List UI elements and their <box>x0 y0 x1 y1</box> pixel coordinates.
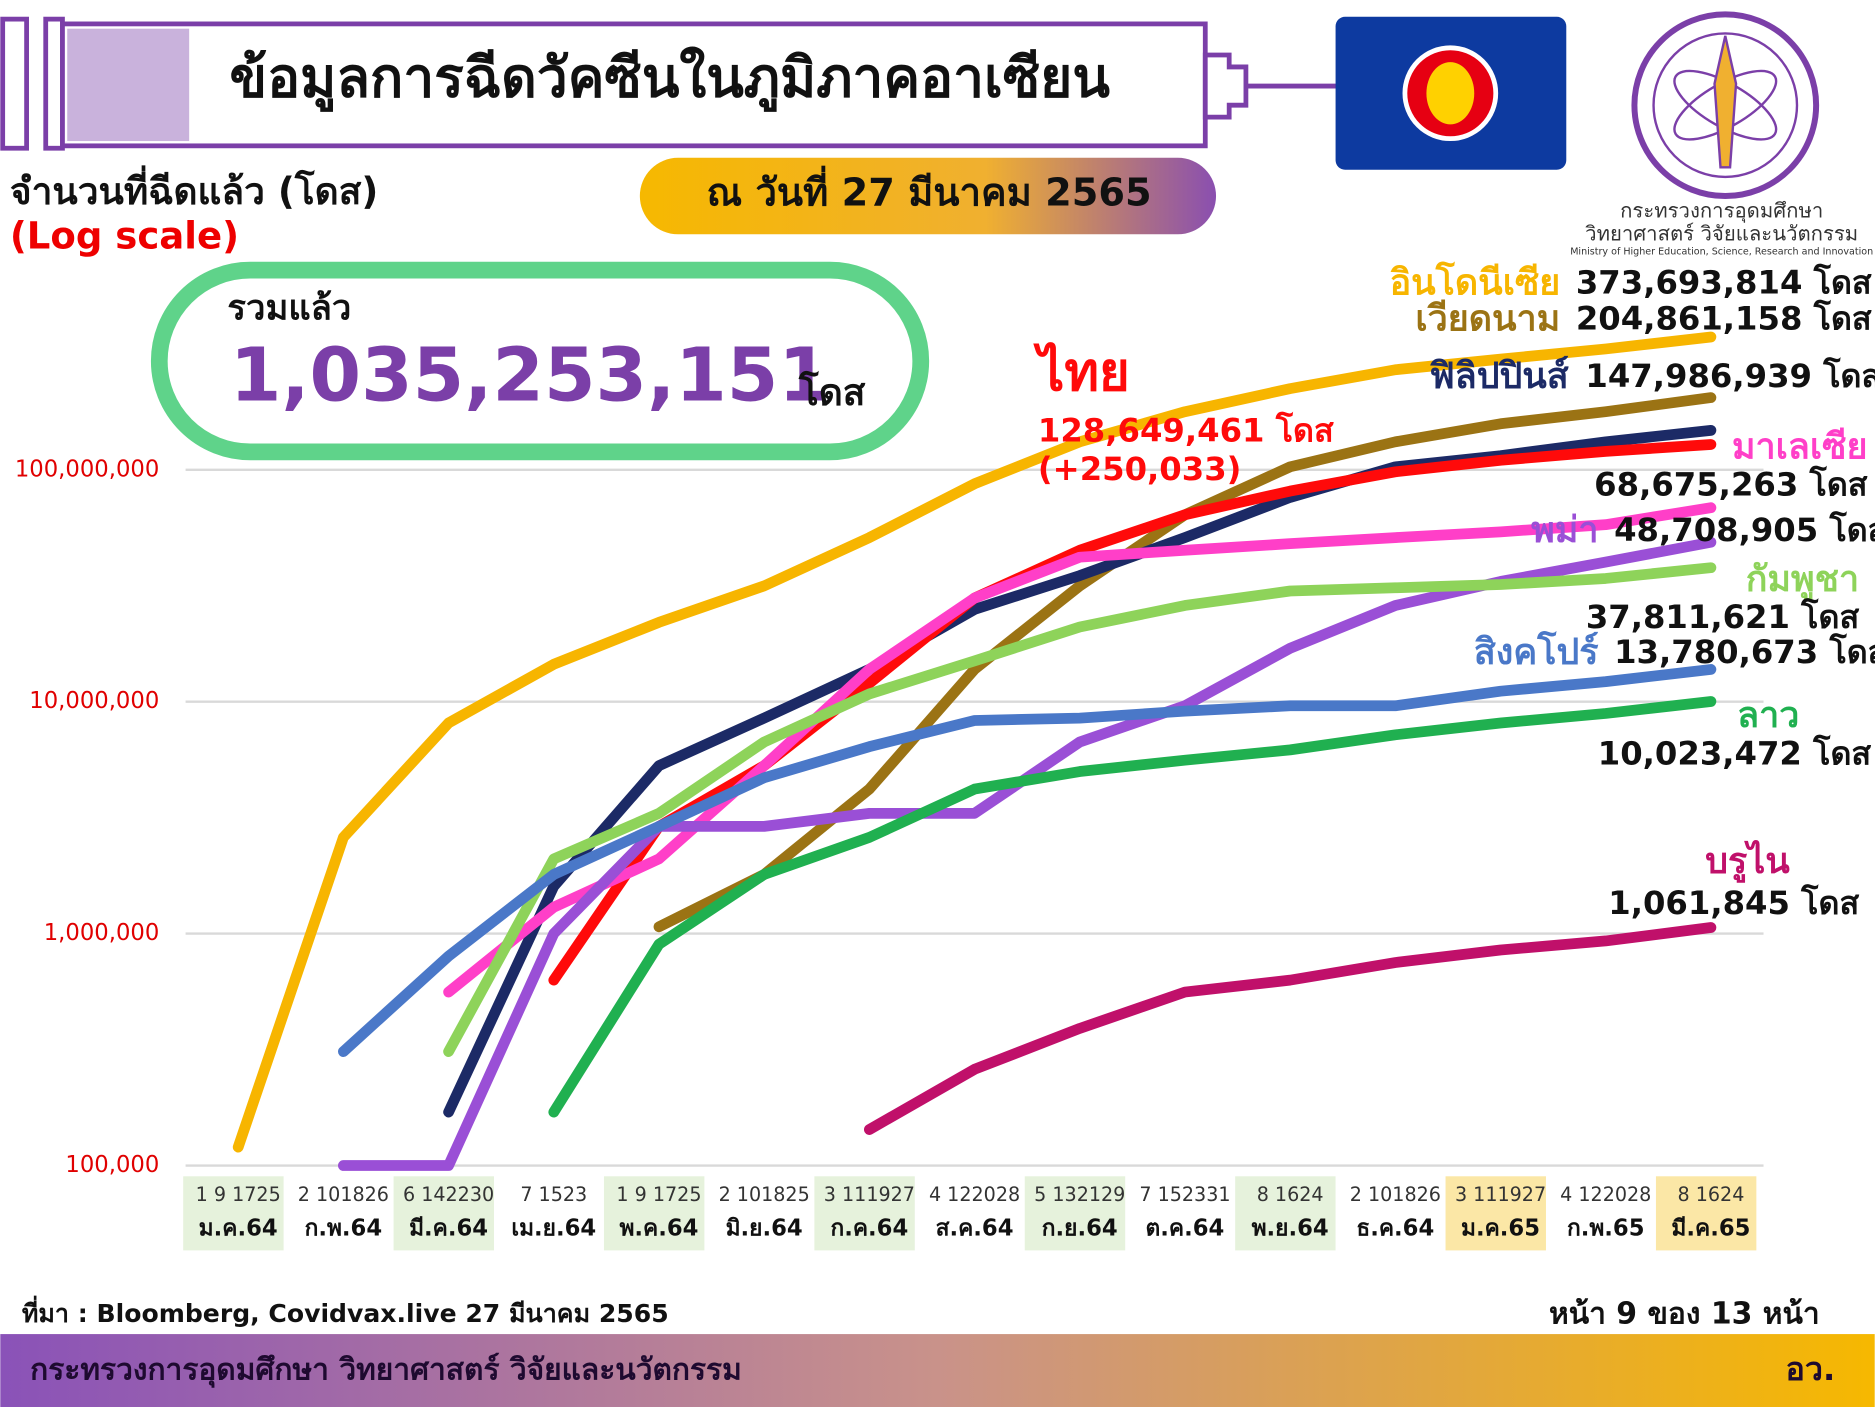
x-tick-label: ม.ค.65 <box>1461 1215 1540 1241</box>
y-tick-label: 1,000,000 <box>44 920 160 946</box>
total-label: รวมแล้ว <box>227 289 351 329</box>
legend-label: อินโดนีเซีย <box>1390 261 1561 304</box>
legend-label: กัมพูชา <box>1746 559 1859 601</box>
x-tick-label: ธ.ค.64 <box>1356 1215 1434 1241</box>
data-label: 147,986,939 โดส <box>1585 357 1875 395</box>
series-line <box>863 922 1717 1135</box>
series-line <box>443 562 1717 1057</box>
plot: 1 9 1725 ม.ค.64 2 101826 ก.พ.64 6 142230 มี.ค… <box>15 261 1875 1251</box>
month-bg <box>1235 1176 1336 1251</box>
series-line <box>232 331 1717 1153</box>
x-day-label: 4 122028 <box>929 1183 1020 1206</box>
x-tick-label: ก.พ.64 <box>305 1215 383 1241</box>
total-value: 1,035,253,151 <box>230 333 830 419</box>
logo-text: วิทยาศาสตร์ วิจัยและนวัตกรรม <box>1585 221 1859 245</box>
source: ที่มา : Bloomberg, Covidvax.live 27 มีนา… <box>22 1295 669 1328</box>
data-label: 37,811,621 โดส <box>1586 598 1860 636</box>
x-day-label: 7 152331 <box>1139 1183 1230 1206</box>
data-label: 68,675,263 โดส <box>1594 466 1868 504</box>
x-tick-label: เม.ย.64 <box>511 1215 596 1241</box>
ministry-logo <box>1631 11 1820 200</box>
month-bg <box>1445 1176 1546 1251</box>
legend-label: ฟิลิปปินส์ <box>1429 355 1568 397</box>
data-label: 10,023,472 โดส <box>1598 735 1872 773</box>
legend-label: ลาว <box>1737 695 1799 736</box>
footer-ministry: กระทรวงการอุดมศึกษา วิทยาศาสตร์ วิจัยและ… <box>30 1353 742 1388</box>
page-number: หน้า 9 ของ 13 หน้า <box>1549 1296 1820 1331</box>
x-tick-label: ก.ค.64 <box>830 1215 908 1241</box>
logo-text-en: Ministry of Higher Education, Science, R… <box>1570 247 1873 258</box>
total-pill <box>150 261 930 461</box>
data-label: 48,708,905 โดส <box>1614 511 1875 549</box>
data-label: 373,693,814 โดส <box>1576 264 1872 302</box>
x-day-label: 1 9 1725 <box>196 1183 281 1206</box>
data-label: 204,861,158 โดส <box>1576 299 1872 337</box>
series-line <box>338 664 1717 1057</box>
footer-abbr: อว. <box>1785 1350 1835 1388</box>
x-day-label: 2 101826 <box>298 1183 389 1206</box>
x-day-label: 7 1523 <box>520 1183 587 1206</box>
date: ณ วันที่ 27 มีนาคม 2565 <box>707 165 1152 215</box>
legend-label: เวียดนาม <box>1415 298 1560 339</box>
data-label: 1,061,845 โดส <box>1608 884 1859 922</box>
series-line <box>548 696 1717 1118</box>
x-tick-label: ม.ค.64 <box>199 1215 278 1241</box>
logo-text: กระทรวงการอุดมศึกษา <box>1620 199 1823 224</box>
legend-label: พม่า <box>1531 510 1598 551</box>
data-label: 13,780,673 โดส <box>1614 633 1875 671</box>
x-day-label: 4 122028 <box>1560 1183 1651 1206</box>
month-bg <box>1024 1176 1126 1251</box>
x-tick-label: พ.ค.64 <box>619 1215 698 1241</box>
syringe <box>0 16 1337 151</box>
legend-label: สิงคโปร์ <box>1474 630 1599 673</box>
y-tick-label: 100,000,000 <box>15 456 159 482</box>
legend-label: บรูไน <box>1705 839 1790 883</box>
legend-label: ไทย <box>1033 341 1130 403</box>
series-line <box>443 502 1717 998</box>
legend-label: มาเลเซีย <box>1732 426 1868 467</box>
y-tick-label: 10,000,000 <box>29 688 159 714</box>
x-tick-label: มี.ค.64 <box>409 1215 488 1241</box>
y-axis-label: จำนวนที่ฉีดแล้ว (โดส) <box>10 165 378 213</box>
x-day-label: 3 111927 <box>1455 1183 1546 1206</box>
footer-bar <box>0 1334 1875 1407</box>
month-bg <box>183 1176 284 1251</box>
month-bg <box>814 1176 915 1251</box>
scale-note: (Log scale) <box>10 214 239 257</box>
x-day-label: 3 111927 <box>824 1183 915 1206</box>
x-day-label: 5 132129 <box>1034 1183 1125 1206</box>
x-day-label: 2 101825 <box>719 1183 810 1206</box>
x-day-label: 8 1624 <box>1677 1183 1744 1206</box>
x-tick-label: มิ.ย.64 <box>726 1215 803 1241</box>
y-tick-label: 100,000 <box>65 1152 159 1178</box>
date-pill <box>639 157 1217 235</box>
change-label: (+250,033) <box>1038 450 1241 488</box>
x-day-label: 6 142230 <box>403 1183 494 1206</box>
data-label: 128,649,461 โดส <box>1038 412 1334 450</box>
x-tick-label: ต.ค.64 <box>1146 1215 1225 1241</box>
month-bg <box>1655 1176 1757 1251</box>
x-tick-label: ส.ค.64 <box>936 1215 1014 1241</box>
x-tick-label: พ.ย.64 <box>1252 1215 1329 1241</box>
x-day-label: 1 9 1725 <box>616 1183 701 1206</box>
asean-flag <box>1335 16 1567 170</box>
x-day-label: 8 1624 <box>1257 1183 1324 1206</box>
title: ข้อมูลการฉีดวัคซีนในภูมิภาคอาเซียน <box>230 45 1111 112</box>
total-unit: โดส <box>798 370 866 414</box>
x-day-label: 2 101826 <box>1350 1183 1441 1206</box>
x-tick-label: ก.พ.65 <box>1567 1215 1645 1241</box>
month-bg <box>393 1176 495 1251</box>
month-bg <box>603 1176 705 1251</box>
x-tick-label: มี.ค.65 <box>1671 1215 1750 1241</box>
x-tick-label: ก.ย.64 <box>1042 1215 1118 1241</box>
